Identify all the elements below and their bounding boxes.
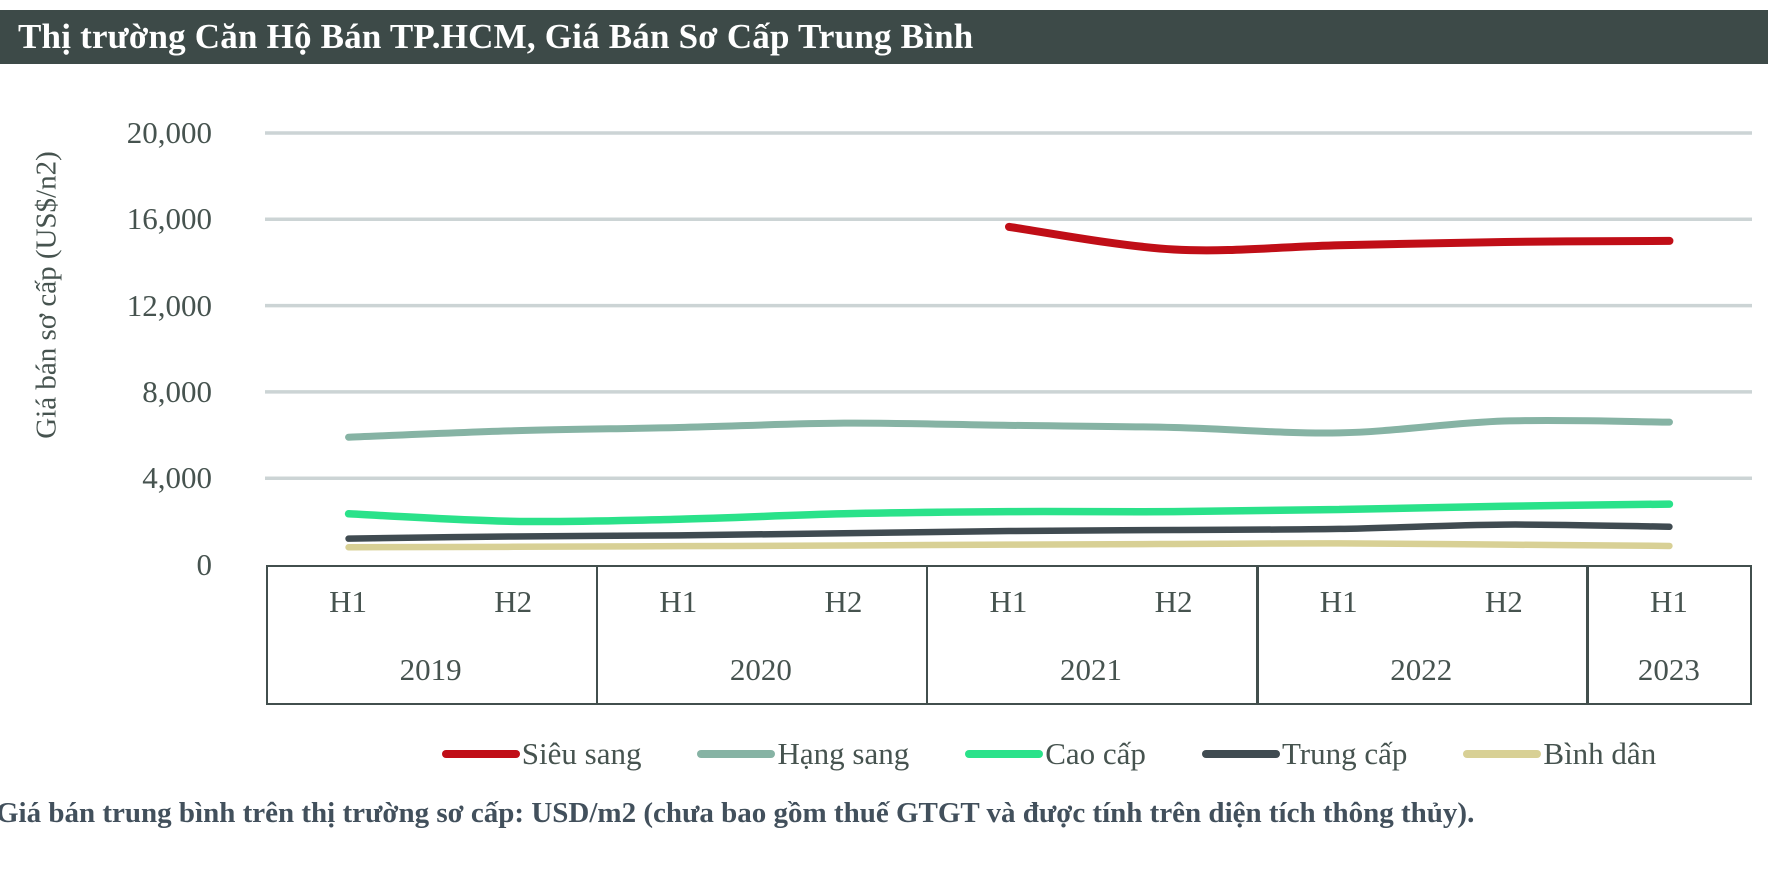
series-line-5 (345, 540, 1673, 551)
series-line-3 (344, 500, 1674, 526)
year-label-cell: 2021 (1060, 651, 1123, 687)
legend-label: Hạng sang (777, 736, 910, 771)
legend-swatch (1463, 750, 1542, 758)
y-tick-label: 0 (196, 546, 213, 582)
y-tick-label: 8,000 (142, 373, 212, 409)
legend-swatch (441, 750, 520, 758)
y-tick-label: 16,000 (126, 201, 212, 237)
legend-label: Siêu sang (521, 736, 642, 771)
legend-item: Cao cấp (965, 736, 1146, 772)
series-line-1 (1005, 222, 1674, 255)
half-label-cell: H1 (1319, 584, 1358, 619)
y-tick-label: 12,000 (126, 287, 212, 323)
half-label-cell: H2 (824, 584, 863, 619)
year-divider (1256, 567, 1259, 703)
legend-swatch (697, 750, 776, 758)
legend-label: Cao cấp (1045, 736, 1146, 771)
y-tick-label: 20,000 (126, 115, 212, 150)
half-label-cell: H1 (989, 584, 1028, 619)
legend-item: Hạng sang (697, 736, 909, 772)
legend-label: Trung cấp (1281, 736, 1408, 771)
half-label-cell: H2 (1154, 584, 1193, 619)
series-line-2 (345, 416, 1673, 441)
legend-swatch (965, 750, 1044, 758)
year-label-cell: 2020 (729, 651, 792, 687)
chart-title: Thị trường Căn Hộ Bán TP.HCM, Giá Bán Sơ… (18, 17, 974, 56)
year-label-cell: 2019 (399, 651, 462, 687)
half-label-cell: H2 (1484, 584, 1523, 619)
year-divider (595, 567, 599, 703)
chart-title-bar: Thị trường Căn Hộ Bán TP.HCM, Giá Bán Sơ… (0, 10, 1768, 64)
half-label-cell: H1 (329, 584, 367, 619)
y-tick-label: 4,000 (142, 460, 212, 496)
half-label-cell: H1 (659, 584, 698, 619)
half-label-cell: H1 (1649, 584, 1688, 619)
legend-item: Trung cấp (1201, 736, 1408, 772)
half-label-cell: H2 (494, 584, 533, 619)
legend-item: Siêu sang (441, 736, 642, 772)
legend-label: Bình dân (1543, 736, 1657, 771)
legend-item: Bình dân (1463, 736, 1656, 772)
year-label-cell: 2023 (1637, 651, 1700, 687)
chart-footnote: Giá bán trung bình trên thị trường sơ cấ… (0, 797, 1475, 829)
series-line-4 (345, 521, 1673, 542)
x-axis-category-box: H1 H2 H1 H2 H1 H2 H1 H2 H1 2019 2020 2021 2022 2023 (266, 565, 1752, 705)
legend-swatch (1201, 750, 1280, 758)
year-divider (925, 567, 929, 703)
year-label-cell: 2022 (1390, 651, 1453, 687)
y-axis-title: Giá bán sơ cấp (US$/n2) (30, 151, 63, 439)
year-divider (1586, 567, 1589, 703)
chart-legend: Siêu sang Hạng sang Cao cấp Trung cấp Bình d… (340, 732, 1758, 776)
